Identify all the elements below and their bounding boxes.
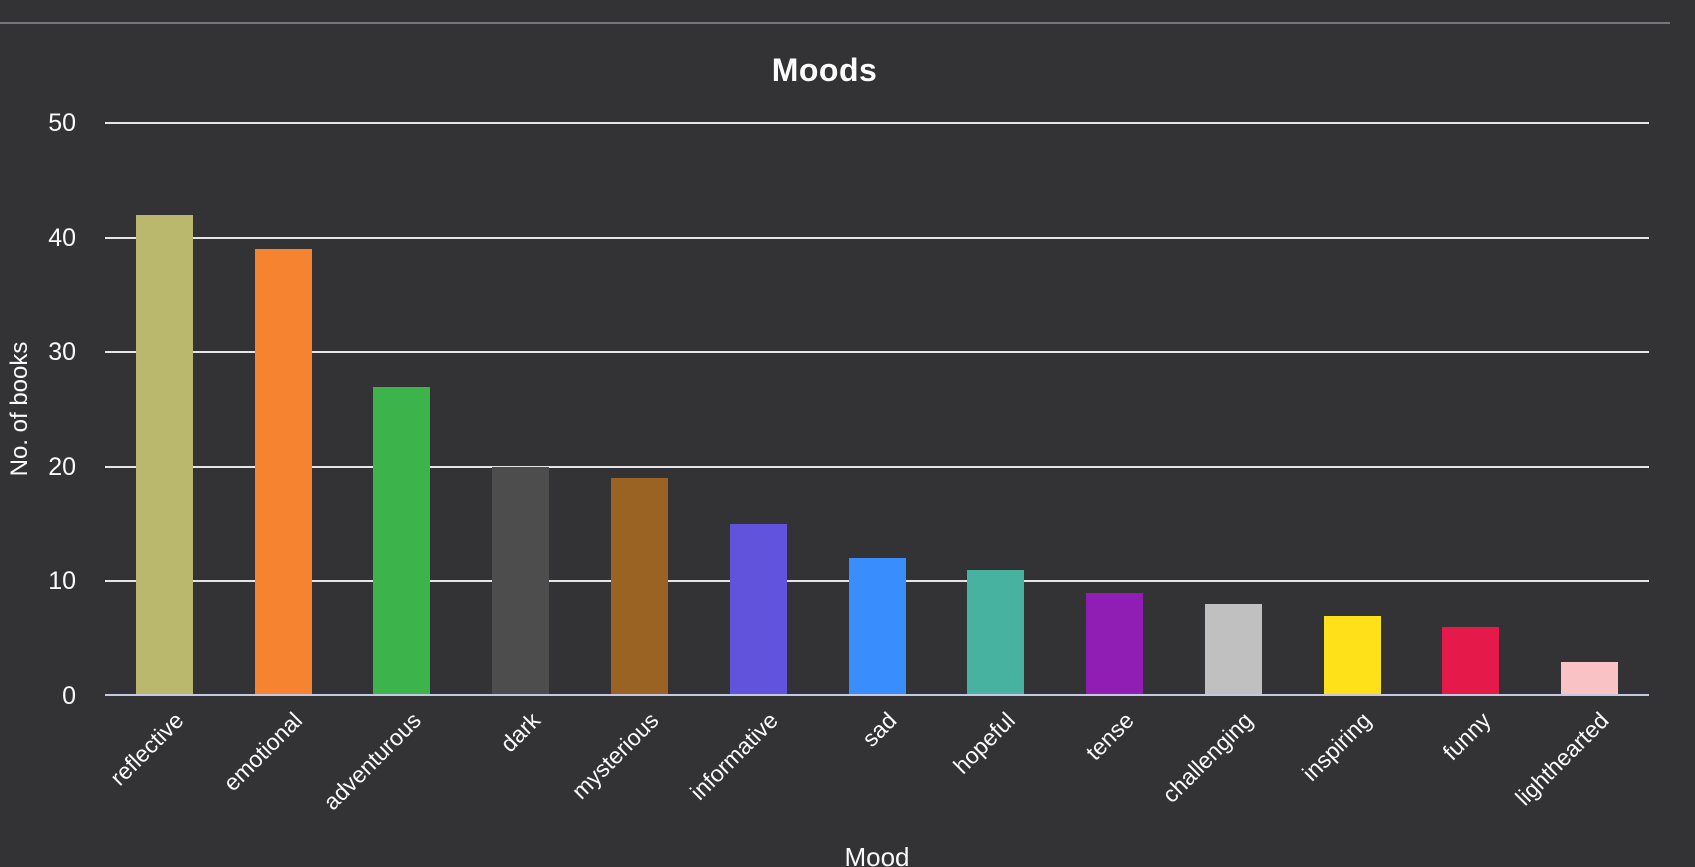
x-tick-label: sad [856,707,902,752]
bar-inspiring [1323,615,1381,696]
bar-lighthearted [1561,661,1619,696]
y-tick-label: 20 [48,452,76,481]
plot-area [105,122,1649,696]
x-tick-label: lighthearted [1510,707,1615,811]
top-divider-line [0,22,1670,24]
gridline [105,236,1649,239]
bar-mysterious [610,478,668,696]
bar-funny [1442,627,1500,696]
bar-sad [848,558,906,696]
y-tick-label: 30 [48,338,76,367]
bar-reflective [135,214,193,696]
x-tick-label: inspiring [1297,707,1377,786]
x-tick-label: emotional [218,707,308,796]
y-tick-label: 0 [62,682,76,710]
bar-tense [1086,592,1144,696]
x-tick-label: informative [684,707,783,805]
bar-adventurous [373,386,431,696]
x-tick-label: hopeful [948,707,1021,779]
bar-dark [492,466,550,696]
x-tick-label: dark [495,707,546,758]
x-tick-label: funny [1437,707,1496,766]
gridline [105,351,1649,354]
chart-title: Moods [771,52,878,88]
x-tick-label: tense [1080,707,1139,766]
gridline [105,122,1649,124]
bar-emotional [254,249,312,696]
gridline [105,465,1649,468]
x-tick-label: challenging [1157,707,1258,808]
bar-informative [729,524,787,696]
y-tick-label: 10 [48,567,76,596]
x-tick-label: mysterious [566,707,664,805]
bar-hopeful [967,569,1025,696]
x-axis-title: Mood [844,842,910,867]
bar-challenging [1204,604,1262,696]
y-tick-label: 50 [48,109,76,137]
x-axis-line [105,694,1649,696]
x-tick-label: adventurous [318,707,427,815]
y-tick-label: 40 [48,223,76,252]
x-tick-label: reflective [105,707,189,791]
